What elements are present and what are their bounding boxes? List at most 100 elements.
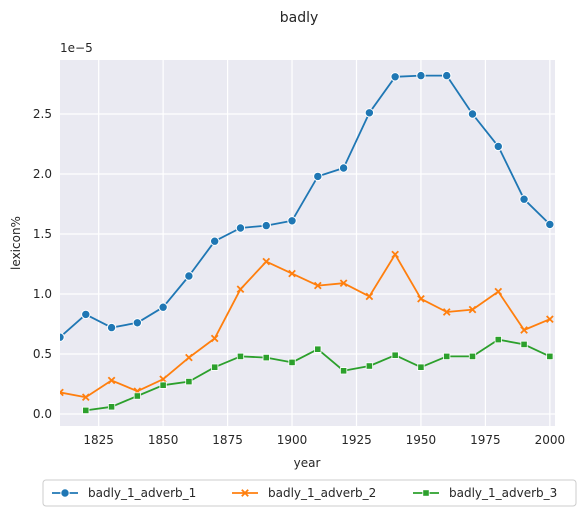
tick-labels: 1825 1850 1875 1900 1925 1950 1975 2000 0.0 0.5 1.… xyxy=(33,107,565,447)
data-point xyxy=(211,363,219,371)
legend-box xyxy=(42,479,577,507)
x-tick-label: 1950 xyxy=(406,433,437,447)
data-point xyxy=(262,257,271,266)
data-point xyxy=(236,285,245,294)
data-point xyxy=(210,334,219,343)
data-point xyxy=(442,308,451,316)
data-point xyxy=(339,367,348,375)
x-tick-label: 1900 xyxy=(277,433,308,447)
y-axis-multiplier: 1e−5 xyxy=(60,41,93,55)
data-point xyxy=(106,322,117,333)
legend-marker xyxy=(60,488,70,498)
data-point xyxy=(468,305,477,314)
legend-item: badly_1_adverb_1 xyxy=(52,486,196,500)
data-point xyxy=(546,315,554,324)
data-point xyxy=(313,171,323,182)
data-point xyxy=(365,362,373,370)
data-point xyxy=(313,281,322,290)
data-point-stroke xyxy=(417,294,425,303)
data-point-stroke xyxy=(159,375,167,384)
data-point xyxy=(209,236,220,246)
y-tick-label: 0.5 xyxy=(33,347,52,361)
data-point xyxy=(520,326,528,334)
data-point-stroke xyxy=(365,292,374,301)
data-point xyxy=(365,292,374,301)
series-layer xyxy=(60,70,555,415)
data-point xyxy=(287,216,297,226)
data-point-stroke xyxy=(210,334,219,343)
data-point xyxy=(82,406,90,415)
data-point xyxy=(288,358,296,367)
data-point xyxy=(443,352,451,361)
data-point xyxy=(494,287,503,296)
x-axis-label: year xyxy=(294,456,321,470)
data-point xyxy=(60,332,65,342)
data-point xyxy=(132,318,143,328)
data-point xyxy=(493,141,503,152)
data-point xyxy=(261,220,271,231)
data-point-stroke xyxy=(60,391,64,397)
x-tick-label: 1825 xyxy=(83,433,114,447)
data-point-stroke xyxy=(339,279,348,288)
data-point-stroke xyxy=(520,326,528,334)
data-point-stroke xyxy=(262,257,271,266)
x-tick-label: 2000 xyxy=(535,433,566,447)
data-point xyxy=(235,223,246,233)
data-point xyxy=(417,363,425,371)
legend-marker-stroke xyxy=(241,489,249,497)
data-point xyxy=(262,353,270,362)
y-tick-label: 0.0 xyxy=(33,407,52,421)
data-point xyxy=(60,388,64,397)
legend-label: badly_1_adverb_3 xyxy=(449,486,557,500)
data-point-stroke xyxy=(442,308,451,316)
data-point-stroke xyxy=(391,250,399,259)
data-point xyxy=(442,70,452,81)
x-tick-label: 1925 xyxy=(341,433,372,447)
data-point-stroke xyxy=(81,393,90,402)
data-point-stroke xyxy=(468,305,477,314)
x-tick-label: 1975 xyxy=(470,433,501,447)
data-point xyxy=(520,340,528,349)
series-line xyxy=(60,253,551,399)
data-point xyxy=(133,392,141,400)
data-point-stroke xyxy=(288,269,296,278)
legend-label: badly_1_adverb_2 xyxy=(268,486,376,500)
data-point xyxy=(545,219,555,230)
data-point-stroke xyxy=(185,353,193,362)
data-point-stroke xyxy=(313,281,322,290)
legend: badly_1_adverb_1 badly_1_adverb_2 badly_1_… xyxy=(42,479,577,507)
legend-item: badly_1_adverb_3 xyxy=(413,486,557,500)
plot-background xyxy=(60,60,555,426)
data-point xyxy=(159,381,167,389)
y-tick-label: 1.5 xyxy=(33,227,52,241)
data-point-stroke xyxy=(494,287,503,296)
data-point xyxy=(468,352,477,361)
data-point xyxy=(364,108,375,118)
data-point-stroke xyxy=(60,388,64,394)
data-point xyxy=(236,352,245,361)
data-point xyxy=(519,194,529,204)
data-point xyxy=(185,377,193,386)
y-tick-label: 1.0 xyxy=(33,287,52,301)
y-tick-label: 2.0 xyxy=(33,167,52,181)
x-tick-label: 1875 xyxy=(212,433,243,447)
data-point-stroke xyxy=(107,376,116,385)
legend-marker xyxy=(241,489,249,497)
x-tick-label: 1850 xyxy=(148,433,179,447)
legend-marker xyxy=(422,489,430,497)
data-point xyxy=(339,279,348,288)
series-badly_1_adverb_1 xyxy=(60,70,555,342)
data-point xyxy=(391,250,399,259)
series-badly_1_adverb_2 xyxy=(60,250,554,402)
data-point xyxy=(416,70,426,81)
data-point xyxy=(390,72,400,82)
legend-label: badly_1_adverb_1 xyxy=(88,486,196,500)
data-point-stroke xyxy=(546,315,554,324)
y-axis-label: lexicon% xyxy=(9,216,23,270)
data-point xyxy=(314,345,322,353)
data-point xyxy=(467,109,478,119)
chart-title: badly xyxy=(280,10,319,26)
data-point xyxy=(107,376,116,385)
data-point xyxy=(288,269,296,278)
